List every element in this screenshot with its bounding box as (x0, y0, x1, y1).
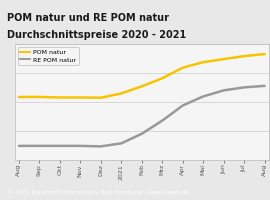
Text: Durchschnittspreise 2020 - 2021: Durchschnittspreise 2020 - 2021 (7, 30, 186, 40)
Text: © 2021 Kunststoff Information, Bad Homburg - www.kiweb.de: © 2021 Kunststoff Information, Bad Hombu… (7, 190, 189, 195)
Text: POM natur und RE POM natur: POM natur und RE POM natur (7, 13, 169, 23)
Legend: POM natur, RE POM natur: POM natur, RE POM natur (18, 47, 79, 65)
